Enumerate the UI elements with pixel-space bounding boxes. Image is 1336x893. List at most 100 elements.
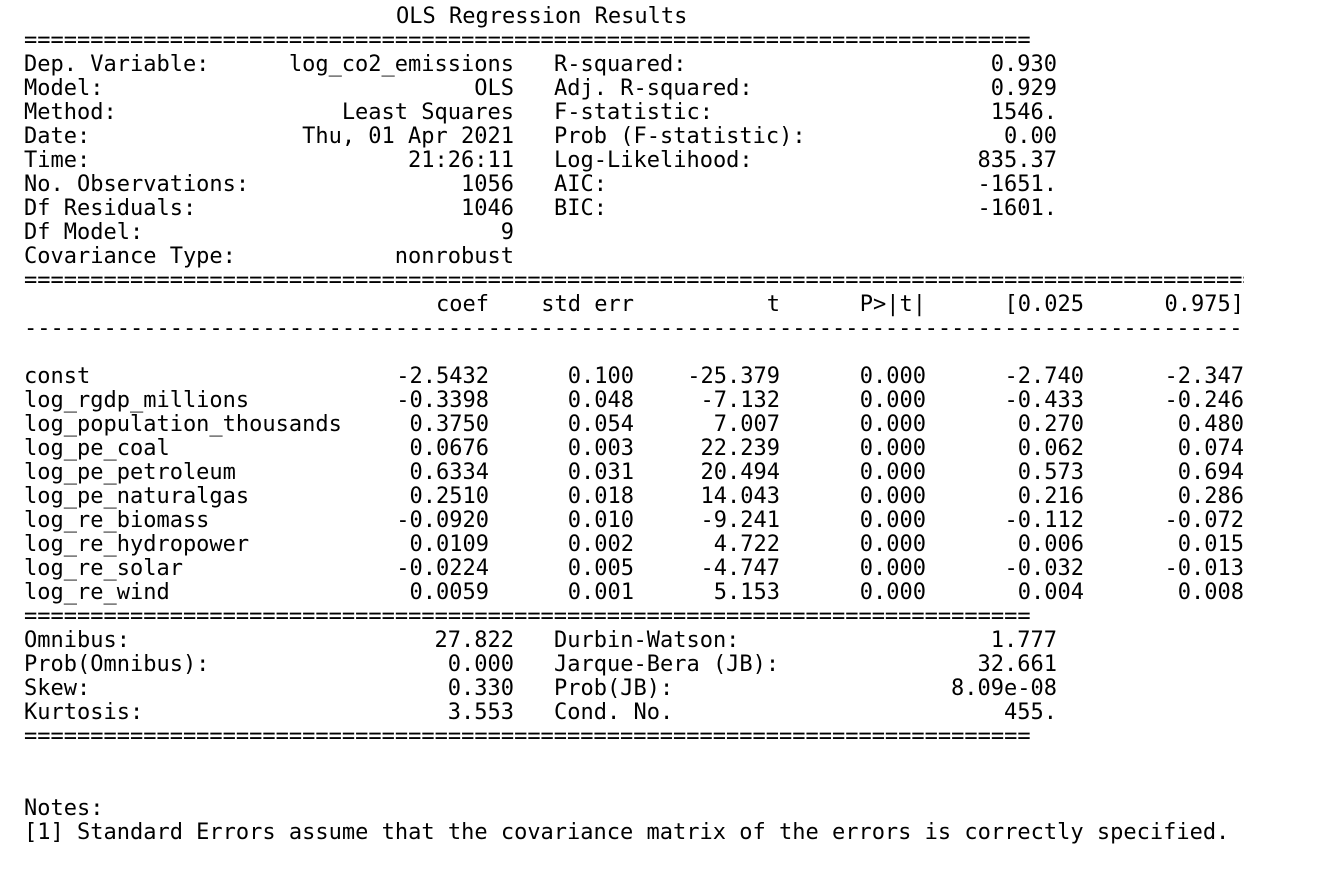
coef-cell-p: 0.000 — [859, 364, 926, 389]
model-summary: Dep. Variable: log_co2_emissions R-squared… — [24, 53, 1057, 269]
coef-cell-p: 0.000 — [859, 388, 926, 413]
summary-value: 21:26:11 — [408, 148, 514, 173]
diag-stat-value: 8.09e-08 — [951, 676, 1057, 701]
coef-cell-ci-high: 0.694 — [1177, 460, 1244, 485]
summary-stat-value: 835.37 — [977, 148, 1057, 173]
coef-cell-coef: 0.6334 — [409, 460, 489, 485]
dash-rule-text: ----------------------------------------… — [24, 317, 1244, 341]
blank-line — [24, 749, 77, 773]
coef-row: log_pe_naturalgas 0.2510 0.018 14.043 0.000 0… — [24, 485, 1244, 509]
summary-row: No. Observations: 1056 AIC: -1651. — [24, 173, 1057, 197]
coef-cell-std-err: 0.048 — [567, 388, 634, 413]
col-header-std-err: std err — [541, 292, 634, 317]
report-title: OLS Regression Results — [396, 4, 688, 29]
diag-stat-value: 32.661 — [977, 652, 1057, 677]
coef-cell-coef: 0.2510 — [409, 484, 489, 509]
diag-stat-value: 455. — [1004, 700, 1057, 725]
diag-label: Kurtosis: — [24, 700, 144, 725]
coef-variable-name: log_re_wind — [24, 580, 170, 605]
diag-value: 27.822 — [434, 628, 514, 653]
summary-stat-label: AIC: — [554, 172, 607, 197]
coef-cell-ci-low: 0.216 — [1017, 484, 1084, 509]
coef-cell-std-err: 0.031 — [567, 460, 634, 485]
notes-heading: Notes: — [24, 796, 104, 821]
coef-row: log_pe_coal 0.0676 0.003 22.239 0.000 0.062 0.… — [24, 437, 1244, 461]
diag-value: 3.553 — [447, 700, 514, 725]
summary-stat-label: Log-Likelihood: — [554, 148, 753, 173]
coef-cell-p: 0.000 — [859, 556, 926, 581]
coef-cell-ci-high: -0.013 — [1164, 556, 1244, 581]
summary-label: Model: — [24, 76, 104, 101]
coef-cell-ci-high: 0.074 — [1177, 436, 1244, 461]
summary-label: Date: — [24, 124, 91, 149]
diag-stat-label: Jarque-Bera (JB): — [554, 652, 780, 677]
col-header-p: P>|t| — [859, 292, 926, 317]
coef-cell-t: 22.239 — [700, 436, 780, 461]
diag-label: Skew: — [24, 676, 91, 701]
summary-label: Dep. Variable: — [24, 52, 210, 77]
coef-cell-p: 0.000 — [859, 436, 926, 461]
summary-stat-value: 0.00 — [1004, 124, 1057, 149]
double-rule: ========================================… — [24, 725, 1031, 749]
coef-cell-ci-low: -0.433 — [1004, 388, 1084, 413]
coefficient-table: const -2.5432 0.100 -25.379 0.000 -2.740 -2.34… — [24, 365, 1244, 605]
double-rule: ========================================… — [24, 269, 1244, 293]
diagnostics-summary: Omnibus: 27.822 Durbin-Watson: 1.777 Prob(Om… — [24, 629, 1057, 725]
summary-stat-value: 0.930 — [990, 52, 1057, 77]
double-rule: ========================================… — [24, 605, 1031, 629]
summary-row: Df Model: 9 — [24, 221, 514, 245]
summary-row: Method: Least Squares F-statistic: 1546. — [24, 101, 1057, 125]
coef-row: log_re_solar -0.0224 0.005 -4.747 0.000 -0.03… — [24, 557, 1244, 581]
coef-cell-std-err: 0.010 — [567, 508, 634, 533]
coef-row: log_pe_petroleum 0.6334 0.031 20.494 0.000 0.… — [24, 461, 1244, 485]
summary-value: Thu, 01 Apr 2021 — [302, 124, 514, 149]
summary-stat-value: -1651. — [977, 172, 1057, 197]
summary-stat-label: BIC: — [554, 196, 607, 221]
coef-cell-p: 0.000 — [859, 484, 926, 509]
summary-row: Model: OLS Adj. R-squared: 0.929 — [24, 77, 1057, 101]
report-title-line: OLS Regression Results — [24, 5, 687, 29]
coef-variable-name: log_re_biomass — [24, 508, 210, 533]
coef-cell-ci-low: -0.032 — [1004, 556, 1084, 581]
col-header-ci-low: [0.025 — [1004, 292, 1084, 317]
summary-label: Time: — [24, 148, 91, 173]
summary-label: No. Observations: — [24, 172, 250, 197]
coef-cell-ci-high: -0.072 — [1164, 508, 1244, 533]
coef-variable-name: log_pe_naturalgas — [24, 484, 250, 509]
summary-value: 1046 — [461, 196, 514, 221]
summary-value: OLS — [474, 76, 514, 101]
diag-row: Skew: 0.330 Prob(JB): 8.09e-08 — [24, 677, 1057, 701]
coef-row: log_re_wind 0.0059 0.001 5.153 0.000 0.004 0.0… — [24, 581, 1244, 605]
summary-label: Covariance Type: — [24, 244, 236, 269]
coef-cell-ci-low: 0.004 — [1017, 580, 1084, 605]
coef-cell-std-err: 0.001 — [567, 580, 634, 605]
coef-cell-ci-low: -0.112 — [1004, 508, 1084, 533]
summary-stat-value: -1601. — [977, 196, 1057, 221]
diag-value: 0.000 — [447, 652, 514, 677]
coef-cell-ci-low: 0.006 — [1017, 532, 1084, 557]
summary-stat-label: R-squared: — [554, 52, 687, 77]
coef-cell-ci-high: 0.286 — [1177, 484, 1244, 509]
summary-row: Df Residuals: 1046 BIC: -1601. — [24, 197, 1057, 221]
summary-stat-label: Prob (F-statistic): — [554, 124, 806, 149]
coef-cell-t: -9.241 — [700, 508, 780, 533]
coef-cell-ci-low: 0.062 — [1017, 436, 1084, 461]
coef-cell-ci-low: 0.573 — [1017, 460, 1084, 485]
dash-rule: ----------------------------------------… — [24, 317, 1244, 341]
coef-cell-coef: -0.0224 — [396, 556, 489, 581]
diag-stat-label: Cond. No. — [554, 700, 674, 725]
summary-label: Df Model: — [24, 220, 144, 245]
coef-cell-std-err: 0.005 — [567, 556, 634, 581]
diag-stat-label: Durbin-Watson: — [554, 628, 740, 653]
coef-row: log_population_thousands 0.3750 0.054 7.007… — [24, 413, 1244, 437]
coef-cell-t: -25.379 — [687, 364, 780, 389]
coef-cell-coef: -0.3398 — [396, 388, 489, 413]
diag-row: Omnibus: 27.822 Durbin-Watson: 1.777 — [24, 629, 1057, 653]
coef-variable-name: log_rgdp_millions — [24, 388, 250, 413]
blank-line — [24, 341, 77, 365]
coef-variable-name: log_pe_petroleum — [24, 460, 236, 485]
summary-label: Method: — [24, 100, 117, 125]
coef-row: const -2.5432 0.100 -25.379 0.000 -2.740 -2.34… — [24, 365, 1244, 389]
coef-cell-ci-high: 0.480 — [1177, 412, 1244, 437]
coef-cell-std-err: 0.100 — [567, 364, 634, 389]
